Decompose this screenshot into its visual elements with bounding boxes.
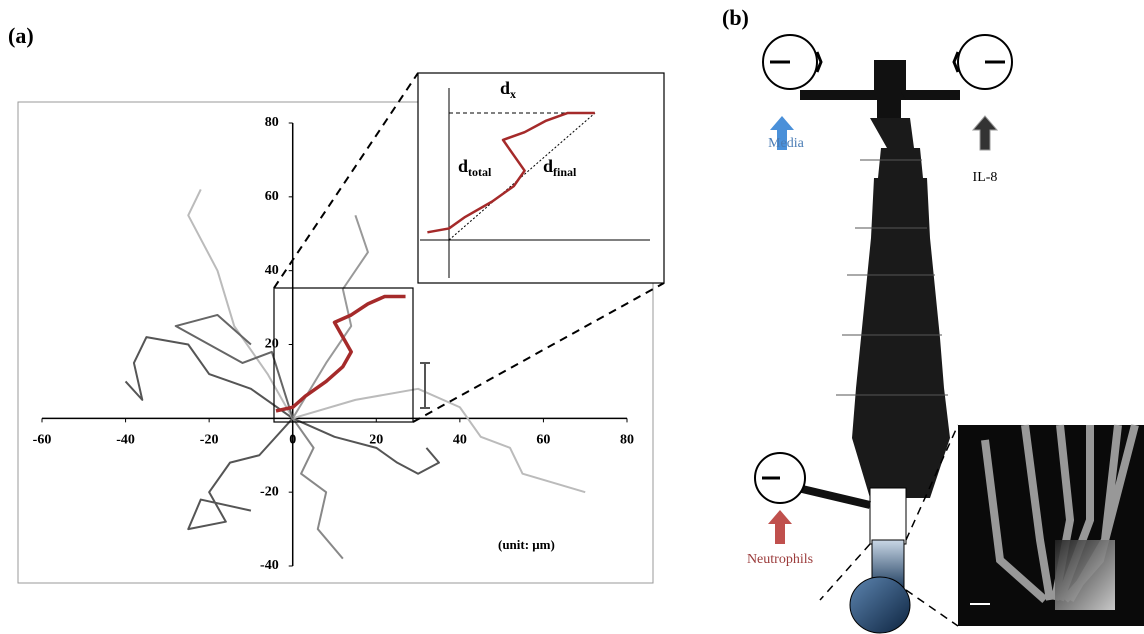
y-tick-label: 20	[265, 337, 279, 352]
x-tick-label: -60	[33, 433, 52, 448]
y-tick-label: -40	[260, 558, 279, 573]
y-tick-label: 40	[265, 263, 279, 278]
unit-note: (unit: μm)	[498, 537, 555, 552]
x-tick-label: 60	[536, 433, 550, 448]
panel-label: (b)	[722, 5, 749, 30]
track	[293, 215, 368, 418]
bracket	[420, 363, 430, 408]
x-tick-label: -40	[116, 433, 135, 448]
label-main: d	[543, 156, 553, 176]
panel-label: (a)	[8, 23, 34, 48]
track	[293, 418, 343, 558]
x-tick-label: 20	[369, 433, 383, 448]
label-main: d	[458, 156, 468, 176]
label-sub: x	[510, 87, 516, 101]
y-tick-label: 80	[265, 115, 279, 130]
zoom-connector	[413, 283, 664, 422]
y-tick-label: -20	[260, 484, 279, 499]
track	[188, 189, 292, 418]
inset	[418, 73, 664, 283]
figure: (a) -60-40-20020406080-40-2020406080 dx …	[0, 0, 1144, 634]
il8-label: IL-8	[973, 170, 998, 185]
media-label: Media	[768, 136, 805, 151]
zoom-box	[274, 288, 413, 422]
zoom-connector	[274, 73, 418, 288]
track	[293, 418, 439, 473]
y-tick-label: 60	[265, 189, 279, 204]
label-main: d	[500, 78, 510, 98]
label-sub: final	[553, 165, 577, 179]
microscopy-image	[958, 425, 1144, 626]
neutrophils-label: Neutrophils	[747, 552, 813, 567]
track	[176, 315, 293, 418]
x-tick-label: 0	[289, 433, 296, 448]
x-tick-label: 40	[453, 433, 467, 448]
x-tick-label: 80	[620, 433, 634, 448]
x-tick-label: -20	[200, 433, 219, 448]
label-sub: total	[468, 165, 492, 179]
